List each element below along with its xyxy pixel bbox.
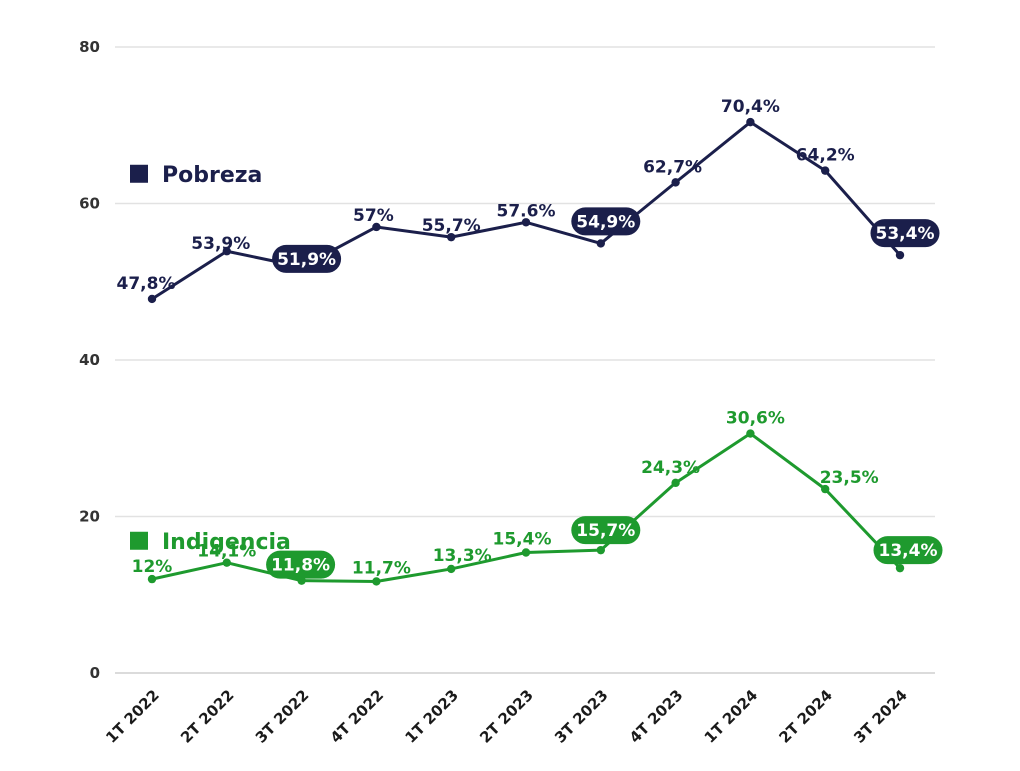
data-point (596, 545, 605, 555)
y-tick-label: 0 (90, 664, 100, 682)
x-tick-label: 3T 2022 (252, 686, 313, 747)
x-axis: 1T 2022 2T 2022 3T 2022 4T 2022 1T 2023 2T 20… (102, 686, 911, 747)
legend-swatch-pobreza (130, 164, 148, 183)
y-tick-label: 60 (79, 195, 100, 213)
data-label: 47,8% (117, 274, 176, 294)
data-label: 13,4% (879, 541, 938, 561)
x-tick-label: 2T 2024 (775, 686, 836, 747)
x-tick-label: 4T 2023 (626, 686, 687, 747)
legend: Pobreza Indigencia (130, 163, 291, 555)
data-label-badge (571, 207, 641, 236)
data-point (147, 574, 157, 584)
x-tick-label: 1T 2023 (401, 686, 462, 747)
legend-swatch-indigencia (130, 531, 148, 550)
data-point (746, 117, 755, 127)
data-point (521, 548, 531, 557)
data-label: 11,8% (271, 556, 330, 576)
x-tick-label: 3T 2023 (551, 686, 612, 747)
data-label: 53,9% (191, 234, 250, 254)
x-tick-label: 1T 2022 (102, 686, 163, 747)
series-indigencia: 12% 14,1% 11,8% 11,7% 13,3%15,4% 15,7% 24,3% 30… (132, 409, 943, 586)
series-group: 47,8% 53,9% 51,9% 57% 55,7% 57.6% 54,9% 62,7% 70… (117, 97, 943, 586)
data-point (372, 222, 381, 232)
data-label: 51,9% (277, 250, 336, 270)
y-tick-label: 20 (79, 508, 100, 526)
data-label: 53,4% (876, 224, 935, 244)
x-tick-label: 2T 2022 (177, 686, 238, 747)
y-tick-label: 80 (79, 38, 100, 56)
data-label-badge (873, 536, 943, 565)
data-label: 64,2% (796, 146, 855, 166)
data-point (895, 250, 905, 260)
legend-label-pobreza: Pobreza (162, 163, 262, 188)
legend-label-indigencia: Indigencia (162, 530, 291, 555)
data-label: 54,9% (576, 212, 635, 232)
data-label: 62,7% (643, 157, 702, 177)
data-point (372, 577, 381, 586)
data-label: 55,7% (422, 216, 481, 236)
data-label: 24,3% (641, 458, 700, 478)
x-tick-label: 1T 2024 (701, 686, 762, 747)
data-point (222, 558, 231, 567)
series-pobreza: 47,8% 53,9% 51,9% 57% 55,7% 57.6% 54,9% 62,7% 70… (117, 97, 940, 304)
data-point (447, 564, 456, 574)
x-tick-label: 2T 2023 (476, 686, 537, 747)
data-point (821, 166, 830, 175)
data-point (596, 239, 605, 248)
data-point (447, 232, 456, 242)
data-point (147, 294, 157, 304)
data-point (895, 563, 905, 573)
data-label: 12% (132, 557, 173, 577)
data-label: 13,3% (433, 546, 492, 566)
data-point (746, 429, 755, 438)
data-label: 11,7% (352, 558, 411, 578)
gridlines (115, 46, 935, 674)
data-label-badge (272, 244, 342, 273)
data-label: 14,1% (197, 542, 256, 562)
y-axis: 0 20 40 60 80 (79, 38, 100, 682)
x-tick-label: 4T 2022 (327, 686, 388, 747)
data-label-badge (571, 516, 641, 545)
data-label: 15,7% (576, 521, 635, 541)
data-point (671, 478, 680, 488)
data-point (671, 178, 680, 187)
data-label: 57% (353, 206, 394, 226)
data-label: 70,4% (721, 97, 780, 117)
data-label: 23,5% (820, 468, 879, 488)
series-line (150, 432, 902, 583)
data-label-badge (266, 550, 336, 579)
x-tick-label: 3T 2024 (850, 686, 911, 747)
data-label: 57.6% (497, 201, 556, 221)
data-label: 15,4% (493, 529, 552, 549)
data-point (521, 218, 531, 227)
data-point (222, 247, 231, 256)
y-tick-label: 40 (79, 351, 100, 369)
data-label-badge (870, 219, 940, 248)
data-label: 30,6% (726, 409, 785, 429)
data-point (821, 484, 830, 494)
